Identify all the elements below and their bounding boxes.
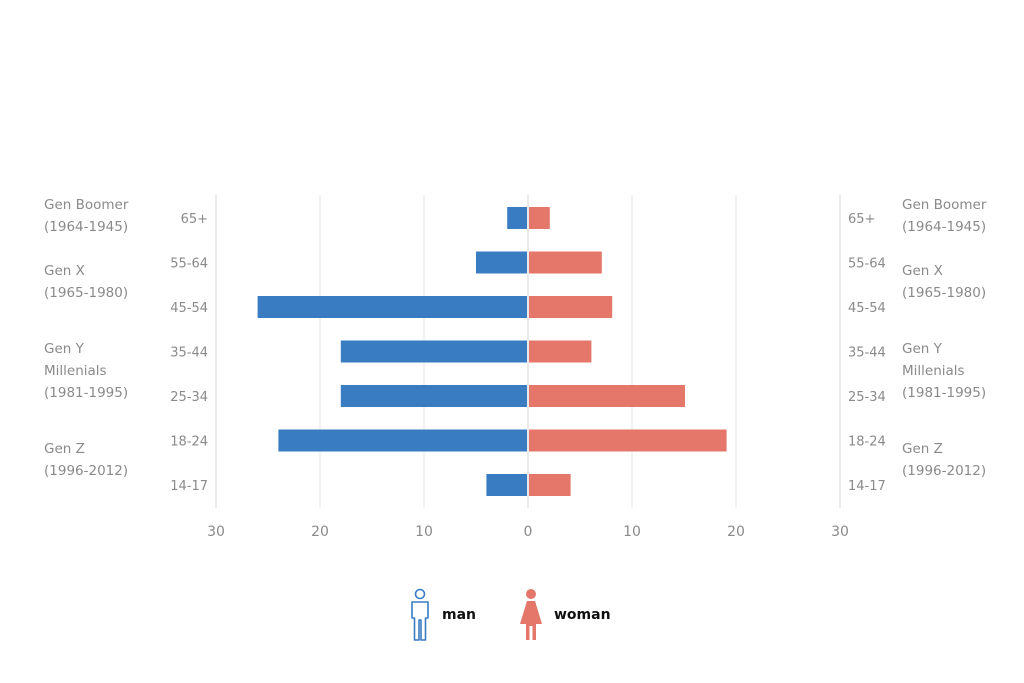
- age-label-right: 65+: [848, 212, 875, 227]
- x-tick-label: 30: [831, 524, 849, 540]
- generation-name-right: Gen Y: [902, 341, 943, 357]
- bar-man-65+: [507, 207, 527, 229]
- bar-woman-14-17: [529, 474, 571, 496]
- x-tick-label: 30: [207, 524, 225, 540]
- age-label-left: 14-17: [170, 479, 208, 494]
- age-labels-left: 65+ 55-64 45-54 35-44 25-34 18-24 14-17: [170, 212, 208, 494]
- age-label-right: 35-44: [848, 346, 886, 361]
- bar-man-45-54: [257, 296, 527, 318]
- woman-icon: [520, 589, 542, 640]
- age-label-right: 45-54: [848, 301, 886, 316]
- x-tick-label: 0: [524, 524, 533, 540]
- age-label-left: 18-24: [170, 435, 208, 450]
- legend-label-man: man: [442, 607, 477, 623]
- bar-woman-35-44: [529, 340, 592, 363]
- bar-man-14-17: [486, 474, 527, 496]
- x-tick-label: 20: [311, 524, 329, 540]
- generation-name-right: Gen Z: [902, 441, 943, 457]
- age-label-left: 55-64: [170, 257, 208, 272]
- x-tick-label: 10: [415, 524, 433, 540]
- bar-woman-55-64: [529, 251, 602, 274]
- bar-man-55-64: [476, 251, 527, 274]
- generation-name-right: Gen X: [902, 263, 943, 279]
- man-icon: [411, 588, 429, 641]
- generation-name-left: Gen Y: [44, 341, 85, 357]
- age-label-left: 45-54: [170, 301, 208, 316]
- legend-man[interactable]: man: [408, 588, 476, 642]
- generation-name-left: Gen Z: [44, 441, 85, 457]
- age-label-right: 18-24: [848, 435, 886, 450]
- age-label-right: 55-64: [848, 257, 886, 272]
- generation-name-right: Gen Boomer: [902, 197, 987, 213]
- generation-years-left: (1965-1980): [44, 285, 128, 301]
- bars: [257, 207, 727, 496]
- generation-years-right: (1965-1980): [902, 285, 986, 301]
- bar-woman-45-54: [529, 296, 613, 318]
- generation-labels-right: Gen Boomer (1964-1945) Gen X (1965-1980) Gen…: [902, 197, 987, 479]
- generation-years-left: (1996-2012): [44, 463, 128, 479]
- grid-lines: [215, 195, 841, 508]
- generation-years-left: (1964-1945): [44, 219, 128, 235]
- generation-name-left: Gen X: [44, 263, 85, 279]
- x-axis-ticks: 30 20 10 0 10 20 30: [207, 524, 849, 540]
- age-labels-right: 65+ 55-64 45-54 35-44 25-34 18-24 14-17: [848, 212, 886, 494]
- age-label-left: 25-34: [170, 390, 208, 405]
- x-tick-label: 20: [727, 524, 745, 540]
- age-label-left: 65+: [181, 212, 208, 227]
- bar-woman-25-34: [529, 385, 685, 407]
- bar-man-25-34: [340, 385, 527, 407]
- generation-name-right: Millenials: [902, 363, 965, 379]
- x-tick-label: 10: [623, 524, 641, 540]
- generation-name-left: Millenials: [44, 363, 107, 379]
- generation-labels-left: Gen Boomer (1964-1945) Gen X (1965-1980) Gen…: [44, 197, 129, 479]
- bar-man-18-24: [278, 429, 527, 452]
- legend-woman[interactable]: woman: [518, 588, 611, 642]
- age-label-right: 14-17: [848, 479, 886, 494]
- generation-years-right: (1996-2012): [902, 463, 986, 479]
- generation-years-right: (1981-1995): [902, 385, 986, 401]
- generation-name-left: Gen Boomer: [44, 197, 129, 213]
- generation-years-right: (1964-1945): [902, 219, 986, 235]
- age-label-left: 35-44: [170, 346, 208, 361]
- bar-woman-65+: [529, 207, 550, 229]
- age-label-right: 25-34: [848, 390, 886, 405]
- generation-years-left: (1981-1995): [44, 385, 128, 401]
- legend-label-woman: woman: [554, 607, 611, 623]
- bar-woman-18-24: [529, 429, 727, 452]
- bar-man-35-44: [340, 340, 527, 363]
